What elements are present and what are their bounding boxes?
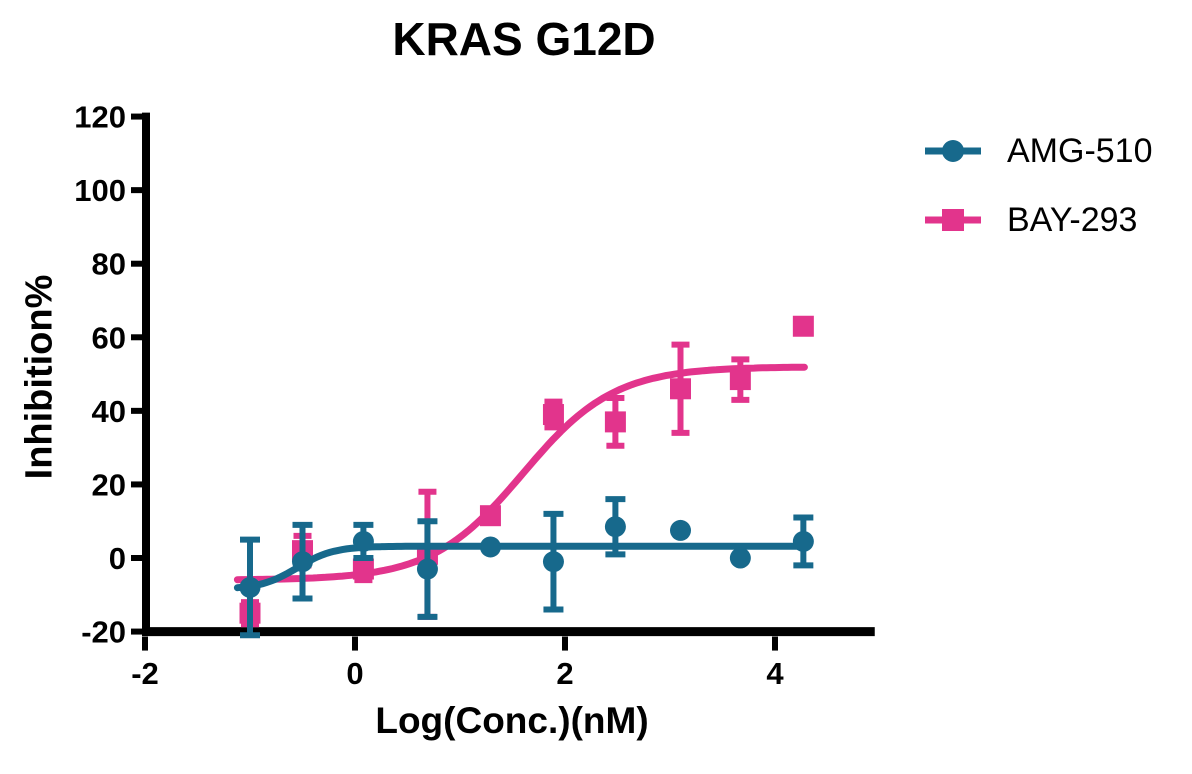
legend: AMG-510 BAY-293: [925, 128, 1153, 266]
legend-marker-circle-icon: [925, 140, 981, 162]
y-tick-label: 100: [74, 173, 126, 208]
data-point-bay-293: [729, 369, 751, 391]
legend-label-amg-510: AMG-510: [1007, 131, 1153, 170]
legend-square-marker: [942, 209, 964, 231]
data-point-bay-293: [792, 315, 814, 337]
legend-marker-square-icon: [925, 209, 981, 231]
data-point-amg-510: [416, 558, 438, 580]
data-point-amg-510: [604, 516, 626, 538]
data-point-bay-293: [479, 505, 501, 527]
y-tick-label: 120: [74, 100, 126, 135]
legend-label-bay-293: BAY-293: [1007, 200, 1138, 239]
data-point-amg-510: [792, 530, 814, 552]
data-point-bay-293: [670, 378, 691, 400]
data-point-amg-510: [479, 536, 501, 558]
y-tick-label: 0: [109, 541, 126, 576]
data-point-amg-510: [292, 551, 313, 573]
x-tick-label: 2: [556, 656, 573, 691]
data-point-bay-293: [352, 558, 374, 580]
y-tick-label: 80: [92, 247, 126, 282]
fit-curve-bay-293: [233, 363, 808, 584]
data-point-amg-510: [729, 547, 751, 569]
legend-circle-marker: [942, 140, 964, 162]
x-tick-label: 0: [346, 656, 363, 691]
x-axis-title: Log(Conc.)(nM): [375, 700, 649, 741]
data-point-amg-510: [239, 576, 261, 598]
x-tick-label: -2: [131, 656, 159, 691]
data-point-bay-293: [604, 411, 626, 433]
fit-curve-amg-510: [233, 542, 808, 592]
data-point-amg-510: [670, 519, 691, 541]
data-point-amg-510: [352, 530, 374, 552]
legend-item-amg-510: AMG-510: [925, 128, 1153, 174]
x-tick-label: 4: [766, 656, 784, 691]
data-point-amg-510: [542, 551, 564, 573]
legend-item-bay-293: BAY-293: [925, 197, 1153, 243]
y-tick-label: 60: [92, 320, 126, 355]
y-tick-label: 40: [92, 394, 126, 429]
data-point-bay-293: [542, 404, 564, 426]
y-tick-label: 20: [92, 467, 126, 502]
y-tick-label: -20: [81, 615, 126, 650]
chart-title: KRAS G12D: [392, 13, 656, 65]
